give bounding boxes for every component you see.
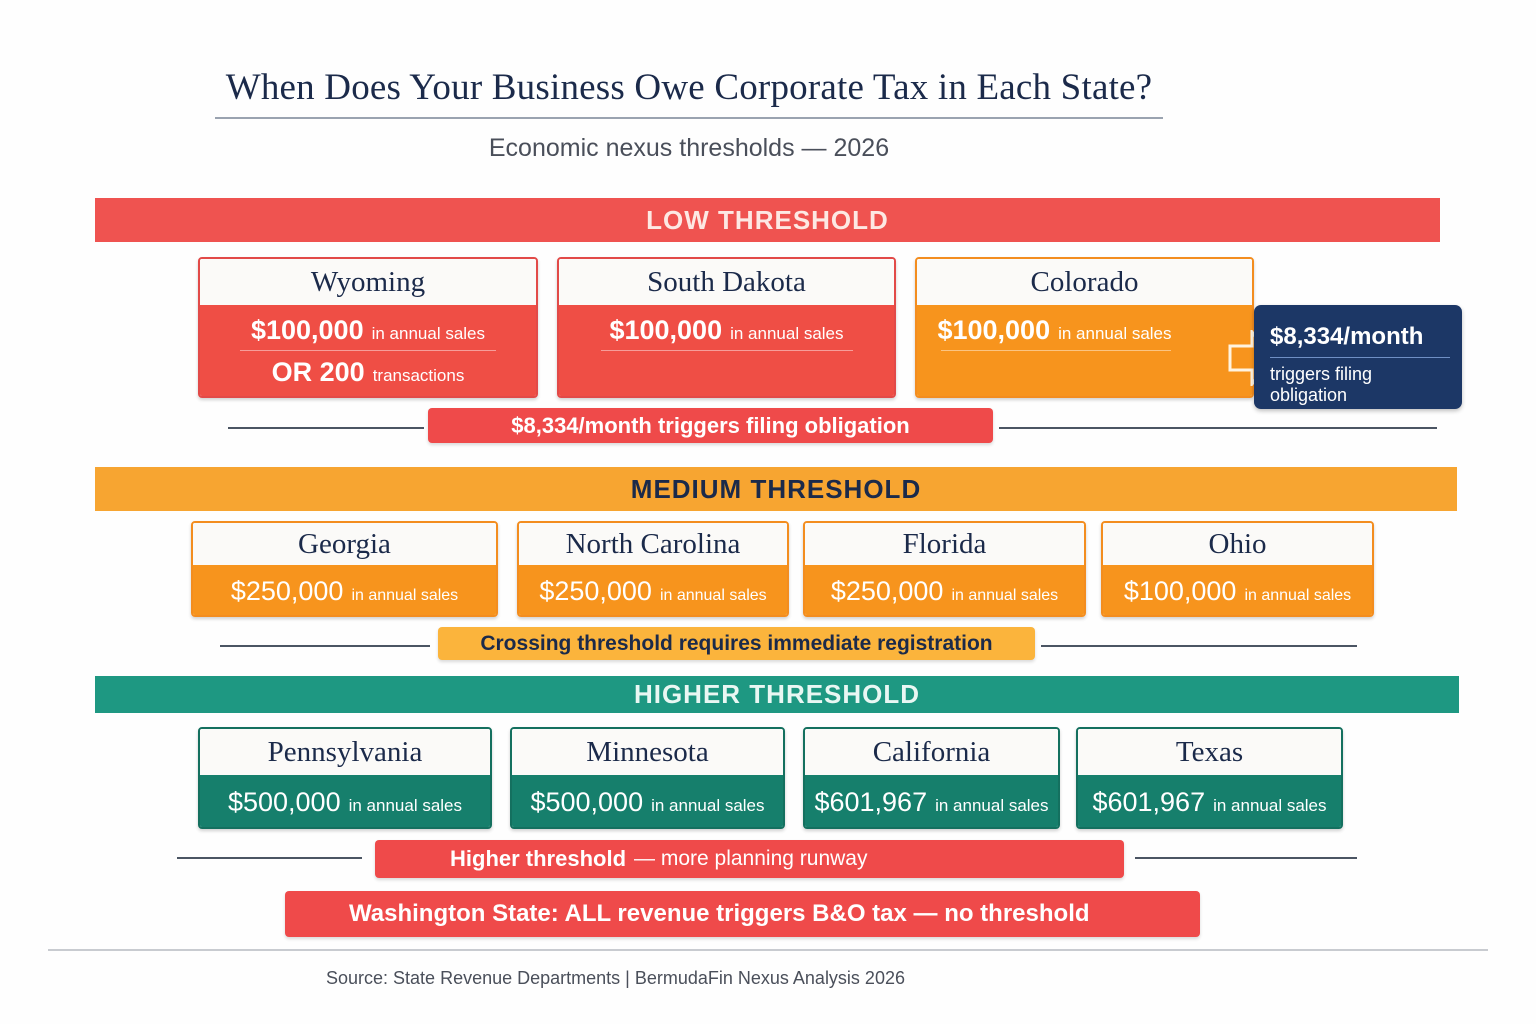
- low-note-text: $8,334/month triggers filing obligation: [511, 412, 910, 438]
- state-card-minnesota: Minnesota $500,000 in annual sales: [510, 727, 785, 829]
- state-card-south-dakota: South Dakota $100,000 in annual sales: [557, 257, 896, 398]
- divider-line: [177, 857, 362, 859]
- threshold-unit: in annual sales: [348, 795, 463, 815]
- threshold-amount: $100,000: [937, 315, 1051, 345]
- title-divider: [215, 117, 1163, 119]
- threshold-amount: $250,000: [230, 575, 344, 606]
- state-card-pennsylvania: Pennsylvania $500,000 in annual sales: [198, 727, 492, 829]
- threshold-amount: $100,000: [1123, 575, 1237, 606]
- state-name: California: [805, 729, 1058, 775]
- divider-line: [999, 427, 1437, 429]
- threshold-unit: in annual sales: [935, 795, 1049, 815]
- threshold-unit: in annual sales: [651, 795, 765, 815]
- source-credit: Source: State Revenue Departments | Berm…: [326, 968, 905, 988]
- threshold-amount: $250,000: [539, 575, 652, 606]
- page-title: When Does Your Business Owe Corporate Ta…: [225, 67, 1153, 108]
- state-name: Wyoming: [200, 259, 536, 305]
- callout-text: triggers filing obligation: [1270, 364, 1373, 405]
- threshold-unit: in annual sales: [951, 586, 1059, 604]
- divider-line: [228, 427, 424, 429]
- monthly-trigger-callout: $8,334/month triggers filing obligation: [1254, 305, 1462, 409]
- divider-line: [1135, 857, 1357, 859]
- threshold-amount: $601,967: [814, 786, 928, 817]
- medium-threshold-band: MEDIUM THRESHOLD: [95, 467, 1457, 511]
- medium-note-text: Crossing threshold requires immediate re…: [480, 631, 993, 655]
- divider-line: [220, 645, 430, 647]
- state-name: Georgia: [193, 523, 496, 565]
- threshold-amount: $601,967: [1092, 786, 1206, 817]
- state-name: Texas: [1078, 729, 1341, 775]
- higher-threshold-note: Higher threshold — more planning runway: [375, 840, 1124, 878]
- threshold-unit: in annual sales: [351, 586, 459, 604]
- low-threshold-label: LOW THRESHOLD: [646, 204, 889, 235]
- state-card-north-carolina: North Carolina $250,000 in annual sales: [517, 521, 789, 617]
- state-name: Colorado: [917, 259, 1252, 305]
- callout-divider: [1270, 357, 1450, 358]
- divider-line: [1041, 645, 1357, 647]
- state-name: North Carolina: [519, 523, 787, 565]
- threshold-amount: $100,000: [250, 315, 364, 345]
- washington-note: Washington State: ALL revenue triggers B…: [285, 891, 1200, 937]
- threshold-amount: $500,000: [227, 786, 341, 817]
- state-card-colorado: Colorado $100,000 in annual sales: [915, 257, 1254, 398]
- page-subtitle: Economic nexus thresholds — 2026: [488, 134, 890, 162]
- callout-amount: $8,334/month: [1270, 323, 1424, 350]
- divider: [600, 350, 853, 351]
- state-card-florida: Florida $250,000 in annual sales: [803, 521, 1086, 617]
- high-note-bold: Higher threshold: [450, 846, 627, 871]
- alt-threshold-amount: OR 200: [271, 357, 365, 387]
- threshold-unit: in annual sales: [1213, 795, 1327, 815]
- threshold-amount: $250,000: [830, 575, 944, 606]
- higher-threshold-band: HIGHER THRESHOLD: [95, 676, 1459, 713]
- higher-threshold-label: HIGHER THRESHOLD: [633, 679, 921, 709]
- medium-threshold-label: MEDIUM THRESHOLD: [630, 473, 922, 504]
- low-threshold-band: LOW THRESHOLD: [95, 198, 1440, 242]
- state-name: South Dakota: [559, 259, 894, 305]
- threshold-amount: $500,000: [530, 786, 644, 817]
- threshold-unit: in annual sales: [371, 324, 486, 343]
- washington-note-text: Washington State: ALL revenue triggers B…: [349, 900, 1090, 927]
- state-name: Ohio: [1103, 523, 1372, 565]
- threshold-amount: $100,000: [609, 315, 723, 345]
- state-card-wyoming: Wyoming $100,000 in annual sales OR 200 tr…: [198, 257, 538, 398]
- state-card-ohio: Ohio $100,000 in annual sales: [1101, 521, 1374, 617]
- state-name: Minnesota: [512, 729, 783, 775]
- threshold-unit: in annual sales: [1244, 586, 1352, 604]
- high-note-thin: — more planning runway: [634, 847, 868, 870]
- footer-divider: [48, 949, 1488, 951]
- state-card-california: California $601,967 in annual sales: [803, 727, 1060, 829]
- medium-threshold-note: Crossing threshold requires immediate re…: [438, 627, 1035, 660]
- threshold-unit: in annual sales: [1058, 324, 1172, 343]
- state-card-texas: Texas $601,967 in annual sales: [1076, 727, 1343, 829]
- state-name: Florida: [805, 523, 1084, 565]
- state-card-georgia: Georgia $250,000 in annual sales: [191, 521, 498, 617]
- divider: [940, 350, 1171, 351]
- alt-threshold-unit: transactions: [372, 366, 465, 385]
- threshold-unit: in annual sales: [730, 324, 844, 343]
- low-threshold-note: $8,334/month triggers filing obligation: [428, 408, 993, 443]
- divider: [240, 350, 496, 351]
- state-name: Pennsylvania: [200, 729, 490, 775]
- threshold-unit: in annual sales: [659, 586, 767, 604]
